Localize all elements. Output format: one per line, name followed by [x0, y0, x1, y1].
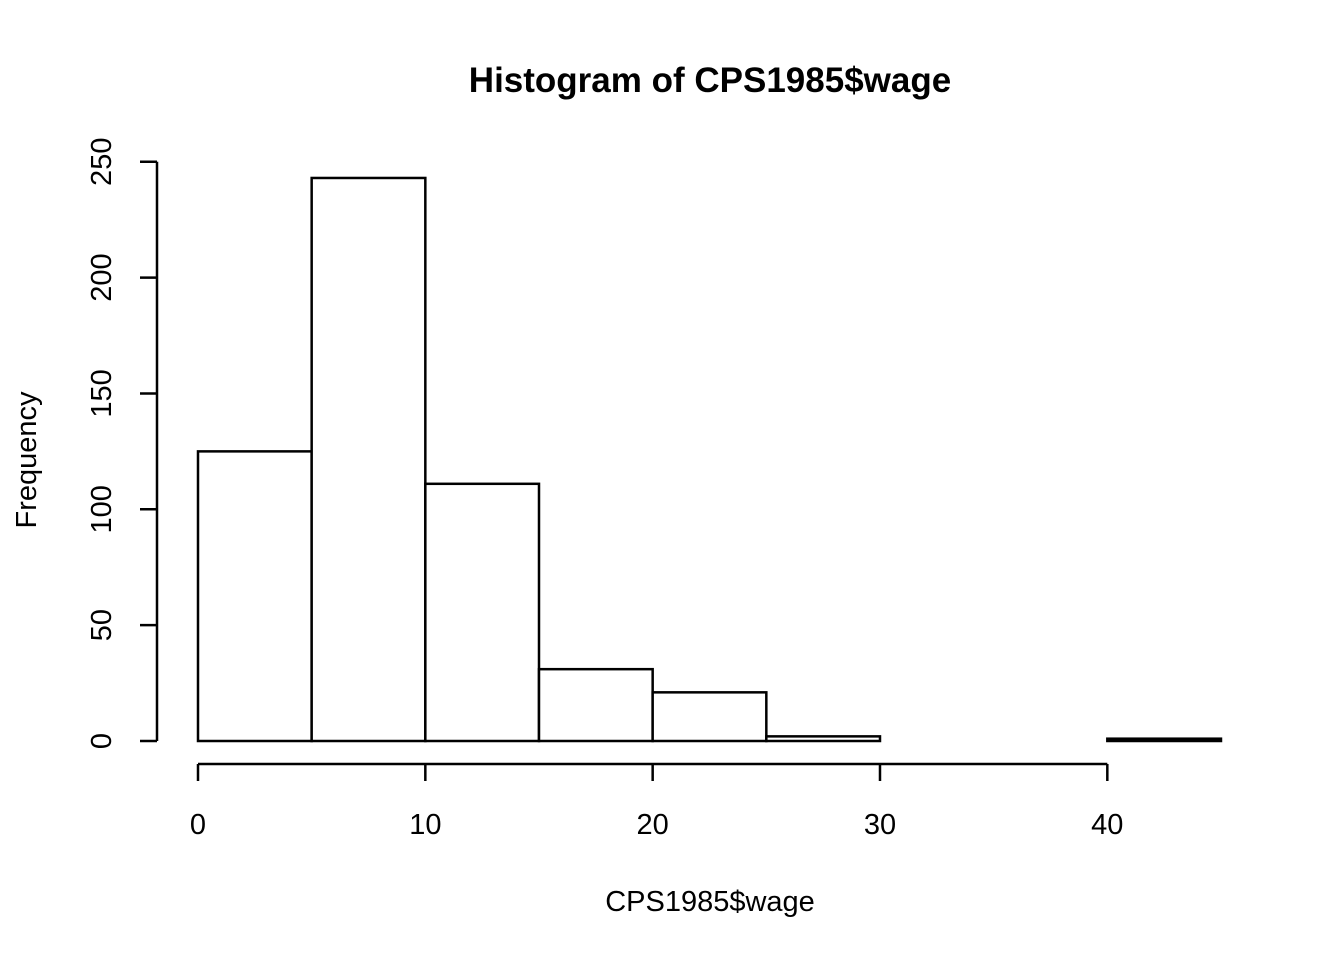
x-tick-label: 20 [637, 809, 669, 841]
x-tick-label: 10 [409, 809, 441, 841]
histogram-bar-5-10 [310, 176, 427, 743]
y-tick-label: 150 [86, 369, 118, 417]
histogram-bar-10-15 [424, 482, 541, 743]
histogram-bar-0-5 [196, 450, 313, 743]
y-tick-label: 50 [86, 609, 118, 641]
y-axis-label: Frequency [11, 391, 43, 529]
chart-title: Histogram of CPS1985$wage [469, 61, 951, 100]
y-tick-label: 100 [86, 485, 118, 533]
histogram-bar-15-20 [537, 667, 654, 743]
x-axis-label: CPS1985$wage [605, 886, 815, 918]
bars-group [196, 176, 1223, 743]
x-tick-label: 30 [864, 809, 896, 841]
x-tick-label: 0 [190, 809, 206, 841]
histogram-bar-40-45 [1106, 737, 1223, 743]
y-tick-label: 0 [86, 733, 118, 749]
x-tick-label: 40 [1091, 809, 1123, 841]
y-tick-label: 200 [86, 253, 118, 301]
histogram-bar-25-30 [765, 735, 882, 743]
y-axis: 0 50 100 150 200 250 [86, 138, 159, 749]
y-tick-label: 250 [86, 138, 118, 186]
histogram-bar-20-25 [651, 691, 768, 743]
x-axis: 0 10 20 30 40 [190, 762, 1123, 841]
